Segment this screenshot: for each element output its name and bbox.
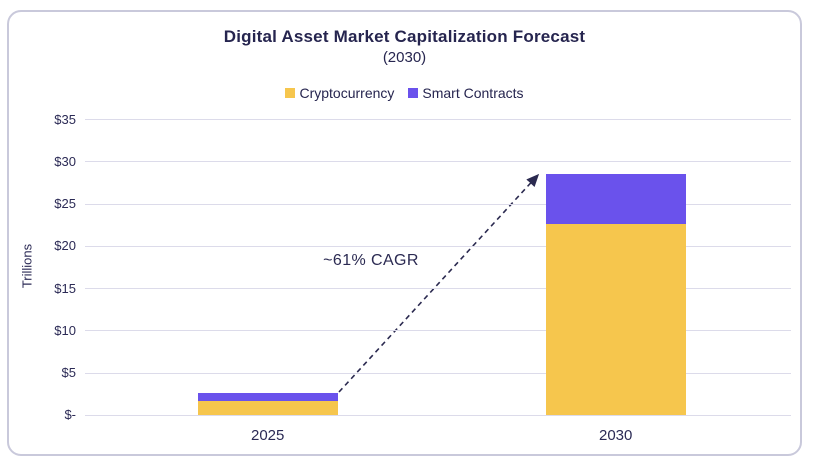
gridline (85, 288, 791, 290)
cagr-annotation: ~61% CAGR (323, 252, 419, 269)
bar-2025-smart-contracts (197, 393, 338, 401)
y-tick-label: $10 (54, 322, 76, 338)
y-tick-label: $35 (54, 111, 76, 127)
y-tick-label: $25 (54, 196, 76, 212)
y-tick-label: $5 (61, 365, 76, 381)
legend-item-cryptocurrency: Cryptocurrency (285, 85, 394, 101)
legend-swatch-icon (408, 88, 419, 98)
chart-title: Digital Asset Market Capitalization Fore… (223, 27, 586, 46)
legend-label: Cryptocurrency (299, 85, 395, 101)
gridline (85, 414, 791, 416)
plot-area: Trillions ~61% CAGR $- $5 $10 $15 $20 $25 $30 $… (9, 12, 800, 454)
x-tick-label: 2025 (251, 427, 285, 445)
gridline (85, 245, 791, 247)
legend: Cryptocurrency Smart Contracts (9, 85, 800, 101)
gridline (85, 119, 791, 121)
y-tick-label: $- (64, 407, 76, 423)
gridline (85, 203, 791, 205)
legend-item-smart-contracts: Smart Contracts (408, 85, 524, 101)
y-tick-label: $20 (54, 238, 76, 254)
x-tick-label: 2030 (599, 427, 633, 445)
chart-card: Digital Asset Market Capitalization Fore… (7, 10, 802, 456)
gridline (85, 161, 791, 163)
legend-label: Smart Contracts (422, 85, 524, 101)
y-tick-label: $30 (54, 153, 76, 169)
gridline (85, 372, 791, 374)
gridline (85, 330, 791, 332)
bar-2025-cryptocurrency (197, 400, 338, 416)
bar-2030-smart-contracts (545, 173, 686, 224)
legend-swatch-icon (285, 88, 296, 98)
chart-subtitle: (2030) (382, 49, 427, 66)
y-tick-label: $15 (54, 280, 76, 296)
bar-2030-cryptocurrency (545, 223, 686, 416)
